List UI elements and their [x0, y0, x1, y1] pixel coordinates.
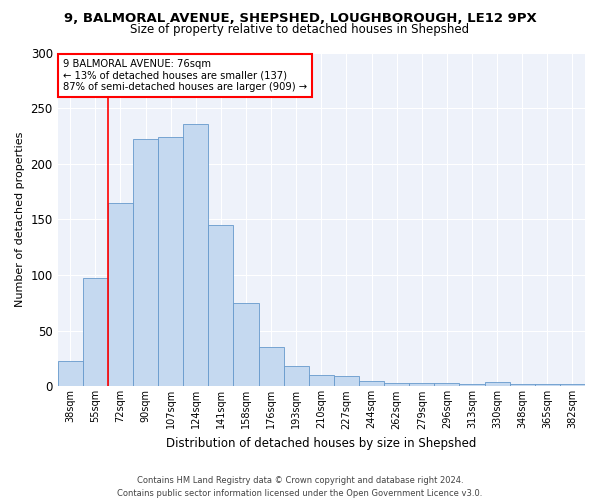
Bar	[560, 384, 585, 386]
Text: 9 BALMORAL AVENUE: 76sqm
← 13% of detached houses are smaller (137)
87% of semi-: 9 BALMORAL AVENUE: 76sqm ← 13% of detach…	[63, 59, 307, 92]
Bar	[334, 376, 359, 386]
Bar	[309, 376, 334, 386]
Bar	[83, 278, 108, 386]
Bar	[284, 366, 309, 386]
Text: Size of property relative to detached houses in Shepshed: Size of property relative to detached ho…	[130, 24, 470, 36]
Bar	[259, 348, 284, 387]
Text: Contains HM Land Registry data © Crown copyright and database right 2024.
Contai: Contains HM Land Registry data © Crown c…	[118, 476, 482, 498]
Bar	[485, 382, 509, 386]
Bar	[183, 124, 208, 386]
Text: 9, BALMORAL AVENUE, SHEPSHED, LOUGHBOROUGH, LE12 9PX: 9, BALMORAL AVENUE, SHEPSHED, LOUGHBOROU…	[64, 12, 536, 26]
Bar	[108, 203, 133, 386]
Bar	[509, 384, 535, 386]
Bar	[535, 384, 560, 386]
Bar	[409, 383, 434, 386]
Bar	[460, 384, 485, 386]
Bar	[158, 137, 183, 386]
Bar	[384, 383, 409, 386]
Bar	[434, 383, 460, 386]
Bar	[359, 381, 384, 386]
Bar	[58, 361, 83, 386]
Bar	[208, 225, 233, 386]
Bar	[133, 140, 158, 386]
X-axis label: Distribution of detached houses by size in Shepshed: Distribution of detached houses by size …	[166, 437, 476, 450]
Bar	[233, 303, 259, 386]
Y-axis label: Number of detached properties: Number of detached properties	[15, 132, 25, 307]
